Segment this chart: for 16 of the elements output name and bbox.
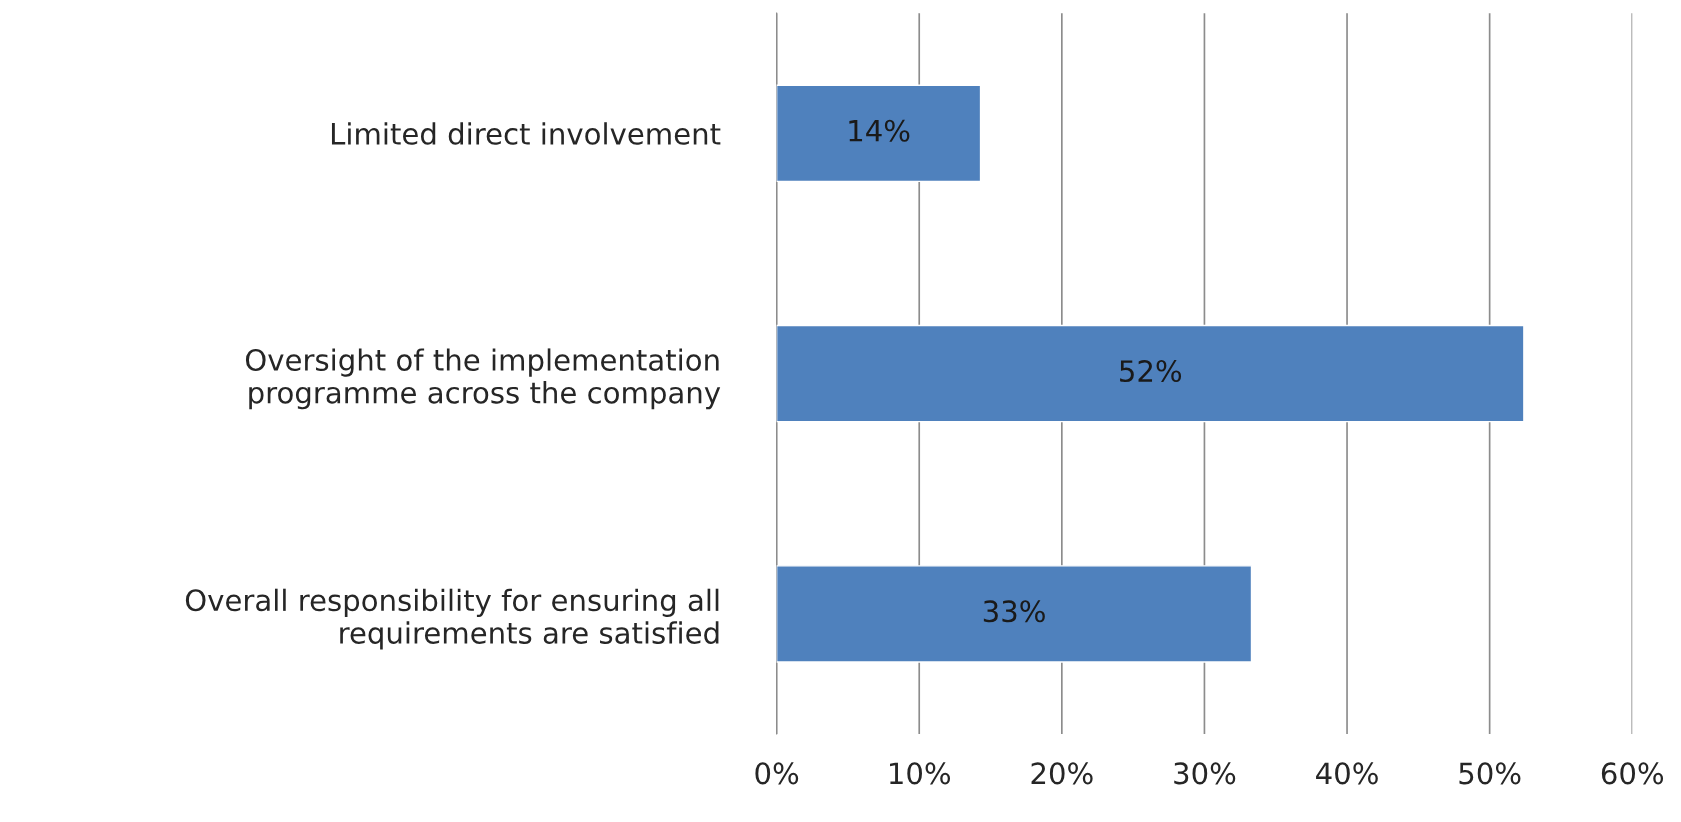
x-tick-label: 40% [1316,762,1378,785]
x-tick-label: 20% [1031,762,1093,785]
data-label: 52% [1120,360,1182,383]
x-tick-label: 0% [755,762,799,785]
y-tick-label: Limited direct involvement [331,122,721,145]
bar [776,324,1525,423]
y-tick-label: Overall responsibility for ensuring all requirements are satisfied [185,588,719,650]
x-tick-label: 60% [1601,762,1664,785]
bar [776,565,1253,663]
data-label: 33% [983,600,1045,623]
x-tick-label: 10% [890,762,951,785]
bar [776,84,982,183]
x-tick-label: 30% [1174,762,1236,785]
y-tick-label: Oversight of the implementation programme across the company [245,348,721,410]
data-label: 14% [849,119,910,142]
x-tick-label: 50% [1459,762,1521,785]
